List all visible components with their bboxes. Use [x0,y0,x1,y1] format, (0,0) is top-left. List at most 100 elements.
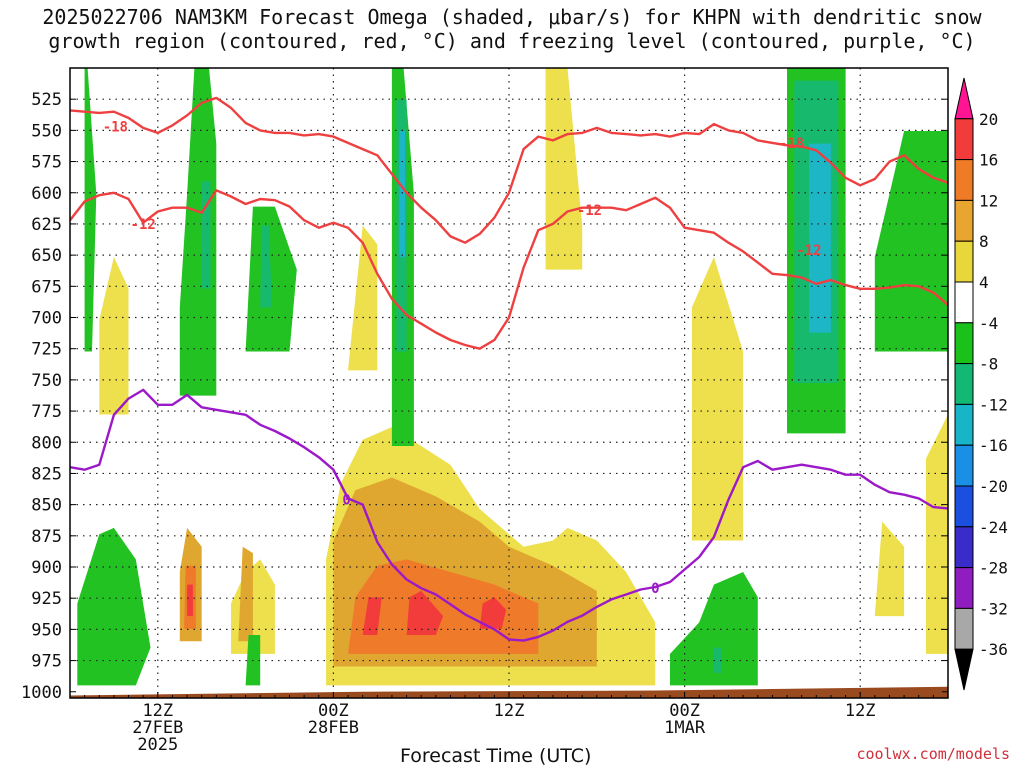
ytick-label-1000: 1000 [21,683,62,703]
omega-region-4 [874,521,905,617]
omega-region--4 [179,68,217,396]
xtick-label-2-1: 28FEB [308,718,359,738]
colorbar-label-13: -36 [979,640,1008,659]
colorbar-segment-3 [954,199,974,242]
x-axis-title: Forecast Time (UTC) [400,745,592,767]
omega-region--8 [713,647,722,673]
isotherm-line-1 [70,189,948,350]
ytick-label-725: 725 [31,340,62,360]
ytick-label-650: 650 [31,246,62,266]
omega-region-4 [99,257,129,415]
colorbar-label-4: 4 [979,273,989,292]
isotherm-line-2 [70,388,948,642]
grid-lines [70,68,948,698]
colorbar-segment-14 [954,648,974,691]
pressure-axis: 525 550 575 600 625 650 675 700 725 750 775 800 825 8… [21,90,948,703]
xtick-label-1-2: 2025 [137,735,178,755]
omega-region-4 [545,68,583,270]
ytick-label-950: 950 [31,620,62,640]
credit-text: coolwx.com/models [856,745,1010,763]
ytick-label-550: 550 [31,121,62,141]
omega-region--4 [77,527,151,686]
omega-region--4 [245,206,297,352]
omega-region--4 [84,68,97,352]
omega-region--4 [874,131,948,352]
isotherm-label-1-0: -12 [131,217,156,233]
isotherm-contours: -18 -18 -12 -12 -12 0 0 [70,96,948,642]
omega-region--12 [399,131,406,257]
omega-colorbar: 20 16 12 8 4 -4 -8 -12 -16 -20 -24 -28 -32 -36 [954,77,1008,691]
colorbar-segment-13 [954,607,974,650]
colorbar-segment-6 [954,322,974,365]
colorbar-segment-2 [954,159,974,201]
omega-region-8 [238,546,253,642]
colorbar-label-10: -24 [979,518,1008,537]
ytick-label-900: 900 [31,558,62,578]
ytick-label-825: 825 [31,464,62,484]
ytick-label-925: 925 [31,589,62,609]
ytick-label-800: 800 [31,433,62,453]
ytick-label-675: 675 [31,277,62,297]
xtick-label-1-1: 27FEB [132,718,183,738]
colorbar-label-8: -16 [979,436,1008,455]
chart-title-line1: 2025022706 NAM3KM Forecast Omega (shaded… [42,5,982,29]
colorbar-label-7: -12 [979,395,1008,414]
omega-region-4 [926,414,948,654]
colorbar-segment-0 [954,77,974,120]
ytick-label-625: 625 [31,215,62,235]
omega-region-16 [479,597,507,629]
xtick-label-2-0: 00Z [318,701,349,721]
colorbar-label-6: -8 [979,355,998,374]
xtick-label-1-0: 12Z [142,701,173,721]
ytick-label-875: 875 [31,527,62,547]
omega-region-4 [348,225,378,371]
xtick-label-5-0: 12Z [845,701,876,721]
omega-region--4 [670,572,758,686]
omega-region--8 [201,181,211,289]
omega-region-16 [406,590,444,635]
colorbar-segment-10 [954,485,974,528]
omega-region-4 [691,257,744,541]
chart-title-line2: growth region (contoured, red, °C) and f… [48,29,976,53]
colorbar-label-5: -4 [979,314,998,333]
omega-region-16 [187,584,193,617]
colorbar-segment-9 [954,444,974,487]
isotherm-label-0-0: -18 [103,120,128,136]
colorbar-segment-7 [954,363,974,405]
colorbar-label-3: 8 [979,232,989,251]
omega-region-16 [362,597,382,635]
ytick-label-775: 775 [31,402,62,422]
isotherm-label-1-1: -12 [577,203,602,219]
isotherm-label-1-2: -12 [796,243,821,259]
isotherm-label-2-1: 0 [651,581,659,597]
colorbar-label-2: 12 [979,191,998,210]
ytick-label-525: 525 [31,90,62,110]
isotherm-label-0-1: -18 [779,136,804,152]
colorbar-segment-8 [954,403,974,446]
colorbar-label-11: -28 [979,559,1008,578]
colorbar-label-9: -20 [979,477,1008,496]
colorbar-label-12: -32 [979,599,1008,618]
colorbar-segment-12 [954,567,974,609]
xtick-label-4-1: 1MAR [664,718,706,738]
xtick-label-4-0: 00Z [669,701,700,721]
colorbar-segment-4 [954,240,974,283]
colorbar-segment-5 [954,281,974,324]
isotherm-label-2-0: 0 [342,493,350,509]
colorbar-segment-1 [954,118,974,161]
colorbar-label-1: 16 [979,151,998,170]
ytick-label-850: 850 [31,496,62,516]
omega-region--8 [260,225,272,308]
omega-region--12 [809,143,831,333]
xtick-label-3-0: 12Z [494,701,525,721]
ytick-label-600: 600 [31,184,62,204]
ytick-label-975: 975 [31,652,62,672]
ytick-label-700: 700 [31,309,62,329]
ytick-label-575: 575 [31,153,62,173]
omega-shading [77,68,948,686]
isotherm-line-0 [70,96,948,244]
omega-region-12 [348,559,539,654]
colorbar-segment-11 [954,526,974,569]
